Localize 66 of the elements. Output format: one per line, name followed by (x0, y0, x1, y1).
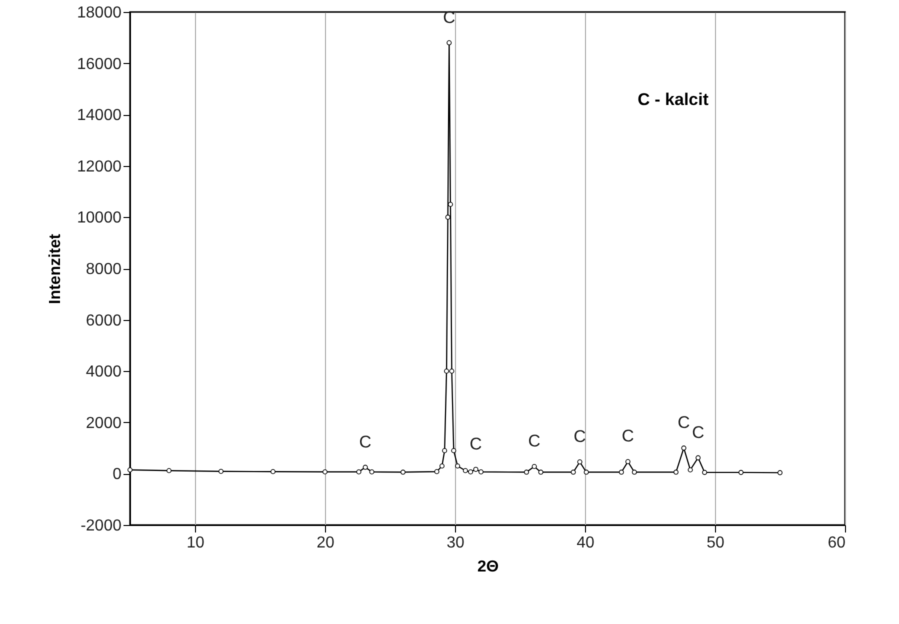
point (218, 468, 224, 474)
point (532, 464, 537, 470)
point (449, 368, 454, 374)
point (468, 469, 474, 474)
point (369, 469, 374, 474)
annotation: C (574, 426, 586, 446)
annotation: C (622, 426, 634, 446)
point (400, 470, 406, 475)
x-tick-label: 30 (446, 534, 464, 552)
y-tick-label: 14000 (77, 107, 122, 124)
point (524, 470, 530, 475)
x-tick-label: 10 (186, 534, 204, 552)
point (455, 463, 460, 469)
y-axis-title: Intenzitet (47, 233, 64, 304)
point (681, 446, 686, 451)
point (696, 455, 701, 460)
point (166, 468, 172, 474)
annotation: C (470, 434, 482, 454)
point (570, 470, 576, 475)
point (322, 469, 328, 474)
point (462, 468, 468, 474)
annotation: C (443, 8, 456, 27)
annotation: C (528, 432, 540, 451)
point (362, 464, 368, 470)
point (444, 368, 450, 374)
point (538, 470, 544, 475)
x-tick-label: 60 (828, 534, 846, 552)
annotation: C (678, 413, 690, 432)
y-tick-label: 16000 (77, 56, 122, 73)
point (478, 469, 484, 474)
y-tick-label: 18000 (77, 4, 122, 22)
point (439, 463, 445, 469)
y-tick-label: -2000 (80, 518, 122, 534)
y-tick-label: 10000 (77, 210, 122, 227)
point (451, 448, 456, 454)
y-tick-label: 0 (112, 466, 122, 484)
point (446, 40, 452, 46)
y-tick-label: 2000 (86, 414, 122, 432)
point (270, 469, 276, 474)
point (673, 470, 679, 475)
annotation: C (692, 422, 704, 442)
y-tick-label: 12000 (77, 158, 122, 176)
point (442, 448, 448, 454)
point (618, 470, 624, 475)
annotation: C (359, 432, 372, 452)
point (632, 470, 637, 475)
point (584, 470, 589, 475)
point (473, 466, 478, 472)
x-tick-label: 50 (706, 534, 724, 552)
point (356, 469, 362, 474)
x-axis-title: 2Θ (477, 558, 499, 576)
x-tick-label: 20 (316, 534, 334, 552)
point (738, 470, 744, 475)
point (577, 459, 582, 464)
point (127, 467, 133, 472)
point (688, 467, 693, 472)
point (445, 214, 450, 220)
y-tick-label: 4000 (86, 364, 122, 381)
annotation: C - kalcit (638, 90, 709, 109)
y-tick-label: 8000 (86, 261, 122, 278)
point (777, 470, 783, 476)
y-tick-label: 6000 (86, 312, 122, 330)
x-tick-label: 40 (576, 534, 594, 552)
point (434, 469, 440, 474)
point (625, 459, 630, 464)
point (702, 470, 708, 475)
